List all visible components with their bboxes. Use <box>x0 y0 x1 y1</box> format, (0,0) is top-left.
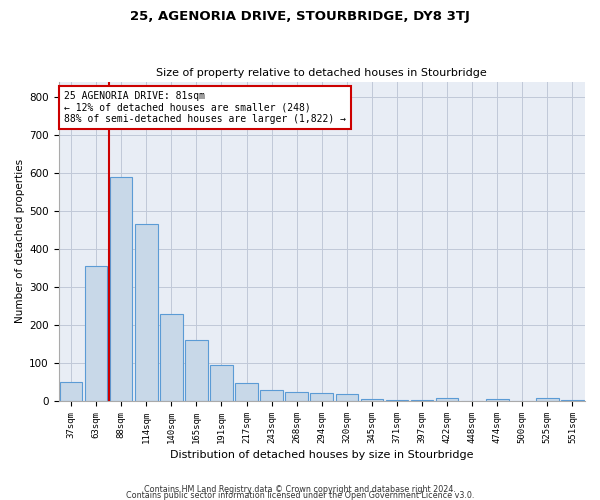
Bar <box>361 399 383 401</box>
Bar <box>85 266 107 401</box>
Y-axis label: Number of detached properties: Number of detached properties <box>15 160 25 324</box>
Bar <box>160 314 182 401</box>
Bar <box>260 390 283 401</box>
Bar <box>60 382 82 401</box>
Text: Contains public sector information licensed under the Open Government Licence v3: Contains public sector information licen… <box>126 490 474 500</box>
Bar <box>536 398 559 401</box>
Bar <box>386 400 408 401</box>
Bar <box>335 394 358 401</box>
Bar <box>310 394 333 401</box>
Bar <box>235 383 258 401</box>
Bar <box>411 400 433 401</box>
Bar <box>210 365 233 401</box>
Bar <box>135 224 158 401</box>
Title: Size of property relative to detached houses in Stourbridge: Size of property relative to detached ho… <box>157 68 487 78</box>
Bar <box>286 392 308 401</box>
Bar <box>561 400 584 401</box>
Text: 25, AGENORIA DRIVE, STOURBRIDGE, DY8 3TJ: 25, AGENORIA DRIVE, STOURBRIDGE, DY8 3TJ <box>130 10 470 23</box>
Text: 25 AGENORIA DRIVE: 81sqm
← 12% of detached houses are smaller (248)
88% of semi-: 25 AGENORIA DRIVE: 81sqm ← 12% of detach… <box>64 91 346 124</box>
Bar <box>486 399 509 401</box>
Bar <box>436 398 458 401</box>
X-axis label: Distribution of detached houses by size in Stourbridge: Distribution of detached houses by size … <box>170 450 473 460</box>
Bar <box>185 340 208 401</box>
Bar <box>110 176 133 401</box>
Text: Contains HM Land Registry data © Crown copyright and database right 2024.: Contains HM Land Registry data © Crown c… <box>144 484 456 494</box>
